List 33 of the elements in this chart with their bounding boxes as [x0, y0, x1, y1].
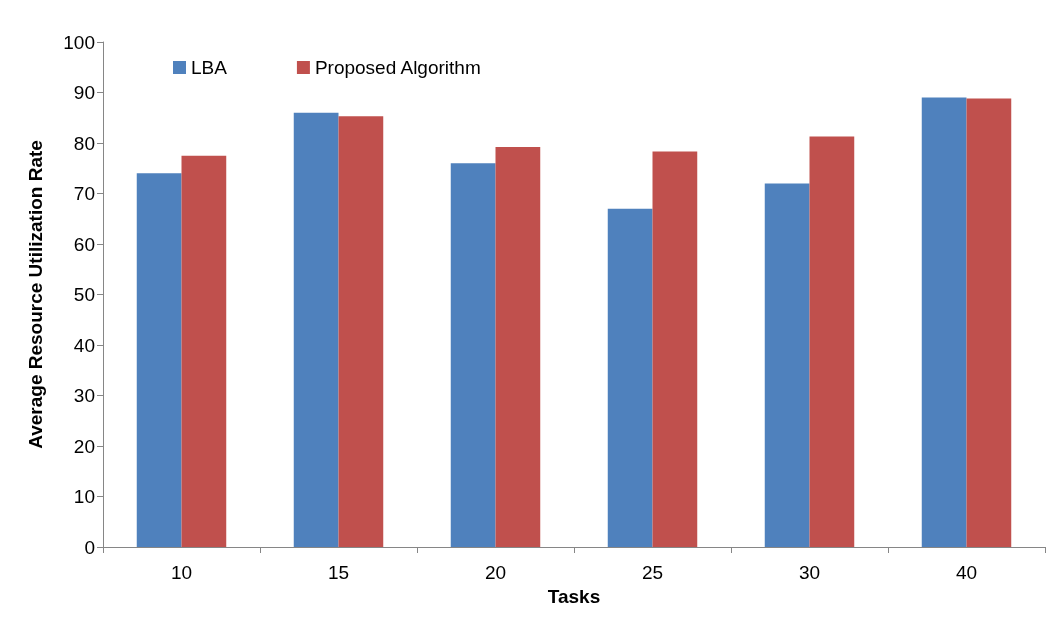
y-axis-title: Average Resource Utilization Rate — [25, 140, 46, 449]
bar — [338, 116, 384, 547]
legend-label: LBA — [191, 57, 228, 78]
bar — [293, 112, 339, 547]
bar — [136, 173, 182, 547]
bar — [607, 208, 653, 547]
y-tick-label: 0 — [84, 536, 95, 558]
bar — [809, 136, 855, 547]
y-tick-label: 20 — [73, 435, 95, 457]
bar — [181, 155, 227, 547]
y-tick-label: 60 — [73, 233, 95, 255]
bar — [652, 151, 698, 547]
y-tick-label: 40 — [73, 334, 95, 356]
y-tick-label: 10 — [73, 486, 95, 507]
bar — [450, 163, 496, 547]
x-tick-label: 10 — [170, 562, 193, 583]
x-tick-label: 15 — [327, 562, 350, 583]
bar — [966, 98, 1012, 547]
y-tick-label: 30 — [73, 385, 95, 406]
x-tick-label: 25 — [641, 562, 664, 583]
y-tick-label: 100 — [63, 31, 95, 53]
bar — [764, 183, 810, 547]
y-tick-label: 50 — [73, 284, 95, 305]
x-tick-label: 20 — [484, 562, 507, 583]
y-tick-label: 70 — [73, 183, 95, 204]
y-tick-label: 80 — [73, 132, 95, 154]
bar — [495, 147, 541, 547]
legend-label: Proposed Algorithm — [314, 57, 481, 78]
x-axis-title: Tasks — [547, 586, 601, 607]
x-tick-label: 30 — [798, 562, 821, 583]
y-tick-label: 90 — [73, 82, 95, 103]
bar — [921, 97, 967, 547]
x-tick-label: 40 — [955, 562, 978, 583]
